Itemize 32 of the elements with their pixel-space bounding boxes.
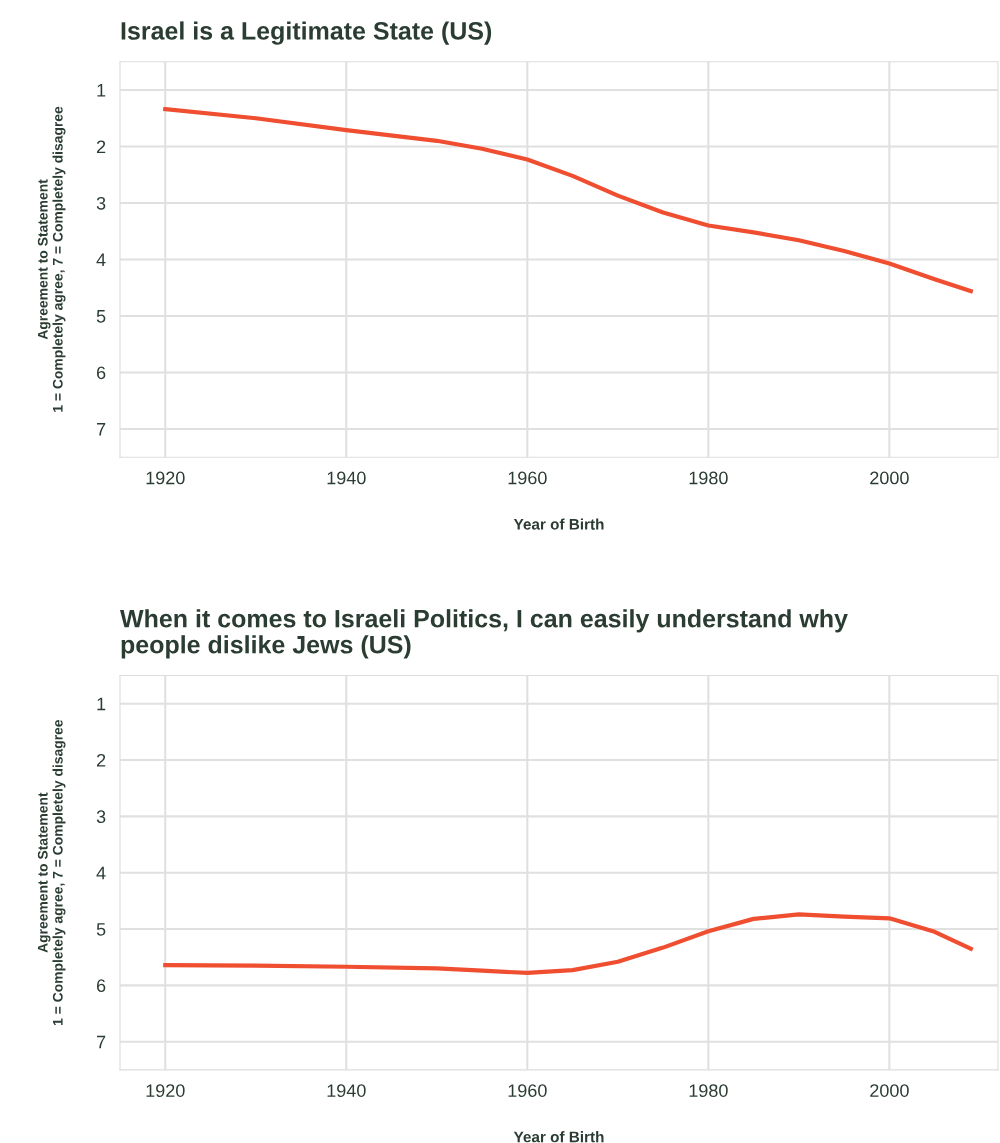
y-tick-label: 5: [96, 310, 106, 323]
x-tick-label: 1940: [327, 471, 366, 485]
y-tick-label: 5: [96, 923, 106, 936]
y-axis-title: Agreement to Statement 1 = Completely agree, 7 = Completely disagree: [37, 719, 66, 1026]
y-tick-label: 7: [97, 1035, 106, 1049]
y-tick-label: 3: [96, 810, 106, 824]
x-tick-label: 1980: [689, 471, 728, 485]
chart-title: When it comes to Israeli Politics, I can easily understand why people dislike Jews (US): [120, 609, 848, 659]
line-series: [163, 912, 973, 976]
y-tick-label: 2: [96, 140, 106, 154]
y-tick-label: 4: [96, 866, 106, 880]
line-series: [163, 107, 973, 294]
y-tick-label: 3: [96, 196, 106, 210]
y-tick-label: 4: [96, 253, 106, 266]
x-tick-label: 1980: [689, 1084, 728, 1097]
x-tick-label: 1920: [146, 1084, 185, 1097]
x-tick-label: 2000: [870, 471, 909, 485]
y-tick-label: 1: [97, 697, 106, 711]
x-tick-label: 2000: [870, 1084, 909, 1097]
chart-title: Israel is a Legitimate State (US): [121, 21, 492, 45]
y-tick-label: 7: [97, 423, 106, 436]
x-tick-label: 1920: [146, 471, 185, 485]
y-tick-label: 2: [96, 753, 106, 767]
x-tick-label: 1940: [327, 1084, 366, 1097]
x-tick-label: 1960: [508, 1084, 547, 1097]
x-tick-label: 1960: [508, 471, 547, 485]
y-tick-label: 6: [96, 366, 106, 380]
x-axis-title: Year of Birth: [513, 518, 604, 530]
y-tick-label: 6: [96, 979, 106, 993]
y-axis-title: Agreement to Statement 1 = Completely agree, 7 = Completely disagree: [37, 106, 66, 412]
y-tick-label: 1: [97, 84, 106, 97]
x-axis-title: Year of Birth: [513, 1131, 604, 1143]
